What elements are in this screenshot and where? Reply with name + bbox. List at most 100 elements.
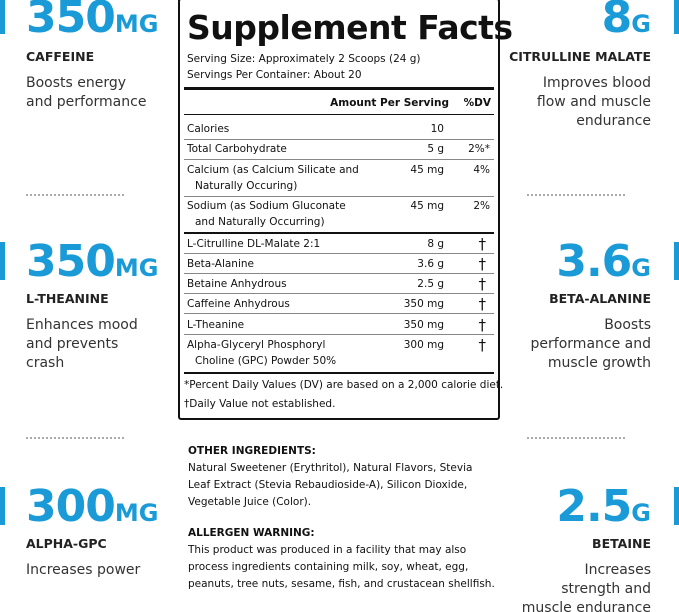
facts-row: Betaine Anhydrous 2.5 g † [184,276,494,296]
row-name: Calories [187,123,230,135]
divider [26,437,124,439]
amount-value: 2.5 [556,481,632,532]
amount: 8G [602,0,651,48]
row-amount: 3.6 g [417,258,444,270]
amount-unit: MG [114,254,159,282]
row-name: and Naturally Occurring) [195,216,325,228]
row-amount: 2.5 g [417,278,444,290]
row-name: Choline (GPC) Powder 50% [195,355,337,367]
row-dv: † [478,275,487,293]
ingredient-name: L-THEANINE [26,291,109,306]
facts-row: Sodium (as Sodium Gluconate and Naturally… [184,198,494,234]
row-dv: 2%* [468,143,490,155]
ingredient-name: BETA-ALANINE [549,291,651,306]
row-dv: † [478,336,487,354]
description: Enhances mood [26,317,138,333]
row-name: Calcium (as Calcium Silicate and [187,164,359,176]
row-rule [184,253,494,254]
ingredient-name: CITRULLINE MALATE [509,49,651,64]
facts-row: Beta-Alanine 3.6 g † [184,256,494,276]
row-amount: 350 mg [403,319,444,331]
amount-header: Amount Per Serving [330,97,449,109]
facts-title: Supplement Facts [187,8,513,47]
row-rule [184,293,494,294]
ingredient-name: CAFFEINE [26,49,95,64]
facts-row: Calcium (as Calcium Silicate and Naturall… [184,162,494,198]
amount-unit: MG [114,10,159,38]
row-rule [184,159,494,160]
amount-unit: MG [114,499,159,527]
row-rule [184,334,494,335]
amount-unit: G [631,254,651,282]
section-title: OTHER INGREDIENTS: [188,445,316,457]
row-rule [184,313,494,314]
facts-row: Calories 10 [184,121,494,141]
description: muscle endurance [521,600,651,612]
section-text: This product was produced in a facility … [188,544,467,556]
accent-bar [0,0,5,34]
facts-row: L-Theanine 350 mg † [184,317,494,337]
row-name: Alpha-Glyceryl Phosphoryl [187,339,326,351]
row-dv: † [478,316,487,334]
amount-value: 8 [601,0,633,43]
facts-row: L-Citrulline DL-Malate 2:1 8 g † [184,236,494,256]
row-dv: † [478,235,487,253]
accent-bar [0,242,5,280]
divider [527,194,625,196]
row-amount: 5 g [427,143,444,155]
facts-row: Total Carbohydrate 5 g 2%* [184,141,494,161]
amount: 3.6G [556,238,651,292]
section-text: peanuts, tree nuts, sesame, fish, and cr… [188,578,495,590]
row-name: Beta-Alanine [187,258,254,270]
description: crash [26,355,65,371]
amount-value: 350 [26,0,116,43]
row-rule [184,273,494,274]
row-rule [184,139,494,140]
description: strength and [561,581,651,597]
row-amount: 45 mg [410,200,444,212]
row-amount: 300 mg [403,339,444,351]
footnote: †Daily Value not established. [184,398,336,410]
amount-value: 300 [26,481,116,532]
amount-unit: G [631,10,651,38]
amount: 350MG [26,238,158,292]
rule [184,232,494,234]
row-name: L-Citrulline DL-Malate 2:1 [187,238,321,250]
row-name: Betaine Anhydrous [187,278,287,290]
divider [527,437,625,439]
row-rule [184,196,494,197]
row-name: Caffeine Anhydrous [187,298,290,310]
description: and performance [26,94,147,110]
facts-row: Caffeine Anhydrous 350 mg † [184,296,494,316]
row-amount: 8 g [427,238,444,250]
section-text: process ingredients containing milk, soy… [188,561,469,573]
row-amount: 350 mg [403,298,444,310]
description: endurance [576,113,651,129]
row-name: Total Carbohydrate [187,143,287,155]
row-amount: 10 [430,123,444,135]
description: Improves blood [542,75,651,91]
facts-row: Alpha-Glyceryl Phosphoryl Choline (GPC) P… [184,337,494,373]
description: Boosts [604,317,651,333]
row-dv: † [478,295,487,313]
description: performance and [530,336,651,352]
serving-size: Serving Size: Approximately 2 Scoops (24… [187,53,421,65]
row-name: L-Theanine [187,319,245,331]
amount: 300MG [26,483,158,537]
row-dv: 2% [473,200,490,212]
section-text: Leaf Extract (Stevia Rebaudioside-A), Si… [188,479,468,491]
description: Boosts energy [26,75,127,91]
amount-value: 350 [26,236,116,287]
description: muscle growth [547,355,651,371]
row-name: Sodium (as Sodium Gluconate [187,200,346,212]
description: and prevents [26,336,119,352]
row-name: Naturally Occuring) [195,180,298,192]
rule [184,114,494,115]
rule [184,372,494,374]
amount-unit: G [631,499,651,527]
accent-bar [674,0,679,34]
description: Increases [584,562,651,578]
facts-panel [178,0,500,420]
divider [26,194,124,196]
